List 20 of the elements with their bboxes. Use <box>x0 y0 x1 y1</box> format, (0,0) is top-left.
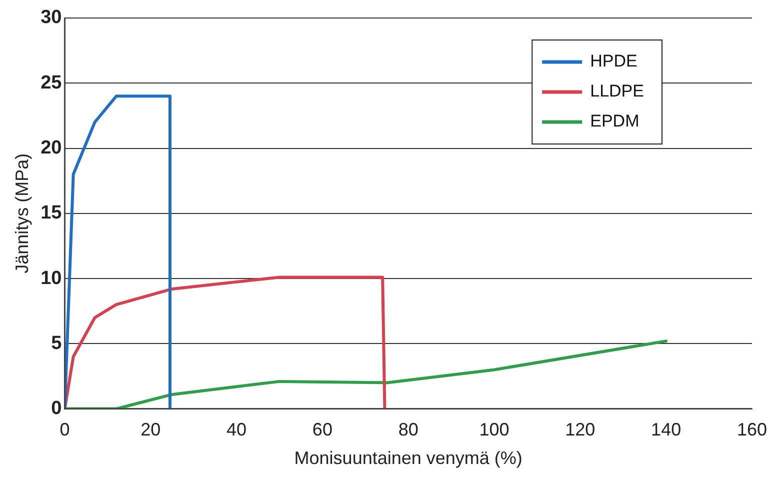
legend-label: LLDPE <box>590 82 644 101</box>
x-tick-label: 140 <box>651 420 682 440</box>
y-tick-label: 5 <box>51 332 62 354</box>
y-tick-label: 10 <box>40 268 62 289</box>
y-tick-label: 25 <box>40 72 62 94</box>
y-tick-label: 15 <box>40 202 62 224</box>
x-tick-label: 40 <box>226 420 247 440</box>
y-tick-label: 30 <box>40 7 62 28</box>
x-axis-title: Monisuuntainen venymä (%) <box>294 448 522 468</box>
x-tick-label: 160 <box>736 420 768 440</box>
x-tick-label: 80 <box>398 420 418 440</box>
x-tick-label: 100 <box>479 420 510 440</box>
y-tick-label: 20 <box>40 138 62 158</box>
legend-label: EPDM <box>590 112 640 131</box>
x-tick-label: 20 <box>140 420 161 440</box>
legend-label: HPDE <box>590 52 638 71</box>
y-tick-label: 0 <box>51 398 62 420</box>
y-axis-title: Jännitys (MPa) <box>12 153 32 274</box>
x-tick-label: 120 <box>565 420 596 440</box>
x-tick-label: 60 <box>312 420 332 440</box>
